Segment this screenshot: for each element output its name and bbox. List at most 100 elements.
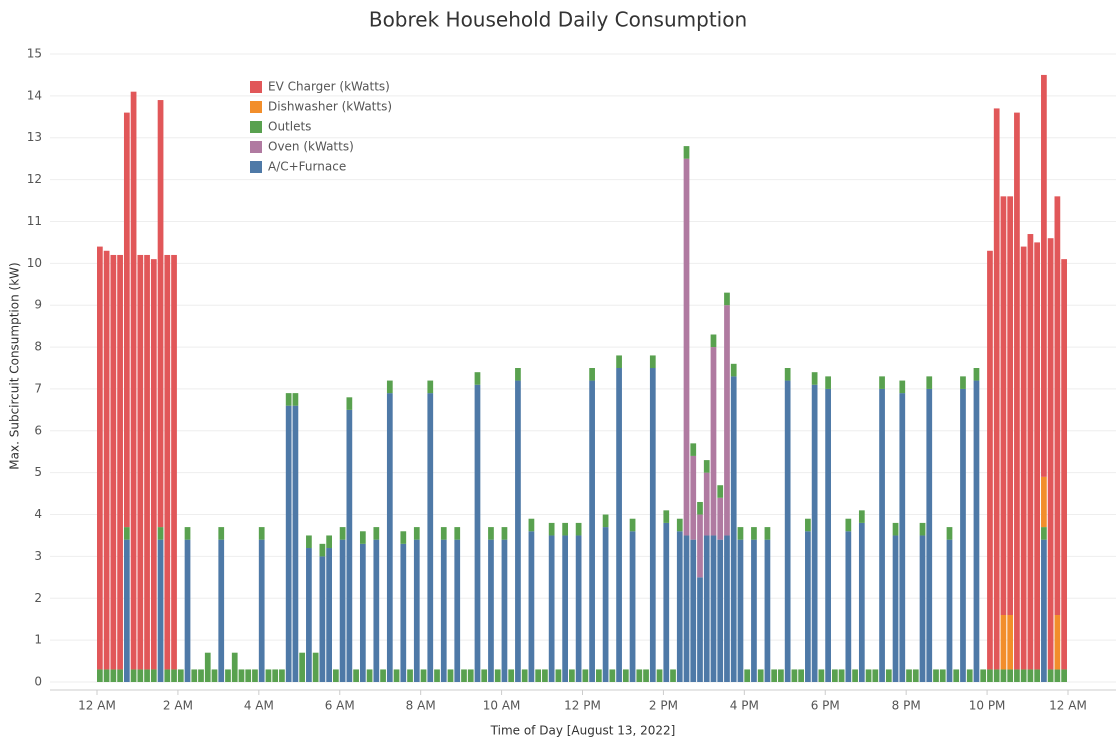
bar-segment <box>501 527 508 540</box>
bar-segment <box>697 501 703 515</box>
bar-segment <box>805 518 811 532</box>
legend-swatch <box>250 101 262 113</box>
bar-segment <box>440 527 447 540</box>
bar-segment <box>562 535 569 682</box>
bar-segment <box>899 380 906 394</box>
bar-segment <box>1047 238 1054 670</box>
bar-segment <box>157 527 164 540</box>
bar-segment <box>292 393 299 406</box>
bar-segment <box>494 669 501 682</box>
bar-segment <box>960 376 966 389</box>
bar-segment <box>933 669 939 682</box>
bar-segment <box>730 363 737 377</box>
bar-segment <box>285 405 292 682</box>
bar-segment <box>717 497 724 540</box>
bar-segment <box>595 669 602 682</box>
bar-segment <box>245 669 252 682</box>
bar-segment <box>987 250 993 670</box>
bar-segment <box>548 522 555 536</box>
bar-segment <box>980 669 987 682</box>
bar-segment <box>386 393 393 682</box>
bar-segment <box>872 669 879 682</box>
bar-segment <box>858 522 865 682</box>
bar-segment <box>164 254 171 670</box>
bar-segment <box>184 539 191 682</box>
bar-segment <box>575 535 582 682</box>
bar-segment <box>973 368 980 381</box>
bar-segment <box>751 539 757 682</box>
bar-segment <box>515 368 521 381</box>
y-tick-label: 8 <box>34 340 42 354</box>
bar-segment <box>825 376 831 389</box>
bar-segment <box>97 246 103 670</box>
bar-segment <box>858 510 865 523</box>
bar-segment <box>724 292 730 306</box>
bar-segment <box>97 669 103 682</box>
bar-segment <box>784 368 791 381</box>
bar-segment <box>481 669 488 682</box>
bar-segment <box>110 669 117 682</box>
bar-segment <box>1020 246 1027 670</box>
x-tick-label: 12 AM <box>1049 699 1087 713</box>
bar-segment <box>636 669 643 682</box>
bar-segment <box>1047 669 1054 682</box>
bar-segment <box>1054 196 1061 616</box>
bar-segment <box>1054 669 1061 682</box>
bar-segment <box>171 254 177 670</box>
y-tick-label: 13 <box>27 130 42 144</box>
bar-segment <box>791 669 798 682</box>
x-tick-label: 10 PM <box>969 699 1006 713</box>
bar-segment <box>1041 527 1047 540</box>
bar-segment <box>1007 196 1014 616</box>
bar-segment <box>117 254 123 670</box>
y-tick-label: 4 <box>34 507 42 521</box>
bar-segment <box>150 259 157 670</box>
bar-segment <box>346 397 353 410</box>
bar-segment <box>157 539 164 682</box>
bar-segment <box>710 334 717 348</box>
bar-segment <box>865 669 872 682</box>
bar-segment <box>177 669 184 682</box>
bar-segment <box>825 388 831 682</box>
bar-segment <box>939 669 946 682</box>
bar-segment <box>1061 669 1067 682</box>
bar-segment <box>427 393 434 682</box>
bar-segment <box>454 539 461 682</box>
bar-segment <box>306 548 312 682</box>
bar-segment <box>717 485 724 498</box>
bar-segment <box>447 669 454 682</box>
bar-segment <box>461 669 467 682</box>
bar-segment <box>488 527 494 540</box>
bar-segment <box>123 527 130 540</box>
legend-label: Dishwasher (kWatts) <box>268 100 392 114</box>
bar-segment <box>204 652 211 682</box>
bar-segment <box>993 108 1000 670</box>
bar-segment <box>589 368 595 381</box>
y-tick-label: 11 <box>27 214 42 228</box>
bar-segment <box>535 669 542 682</box>
bar-segment <box>501 539 508 682</box>
bar-segment <box>339 527 346 540</box>
bar-segment <box>1041 476 1047 528</box>
bar-segment <box>703 460 710 473</box>
y-tick-label: 12 <box>27 172 42 186</box>
bar-segment <box>474 372 481 385</box>
bar-segment <box>683 146 690 159</box>
bar-segment <box>717 539 724 682</box>
bar-segment <box>137 254 144 670</box>
bar-segment <box>656 669 663 682</box>
bar-segment <box>258 539 265 682</box>
bar-segment <box>198 669 204 682</box>
bar-segment <box>730 376 737 682</box>
bar-segment <box>521 669 528 682</box>
bar-segment <box>892 535 899 682</box>
bar-segment <box>413 539 420 682</box>
bar-segment <box>292 405 299 682</box>
bar-segment <box>757 669 764 682</box>
bar-segment <box>440 539 447 682</box>
bar-segment <box>427 380 434 394</box>
bar-segment <box>515 380 521 682</box>
bar-segment <box>771 669 778 682</box>
y-tick-label: 9 <box>34 298 42 312</box>
